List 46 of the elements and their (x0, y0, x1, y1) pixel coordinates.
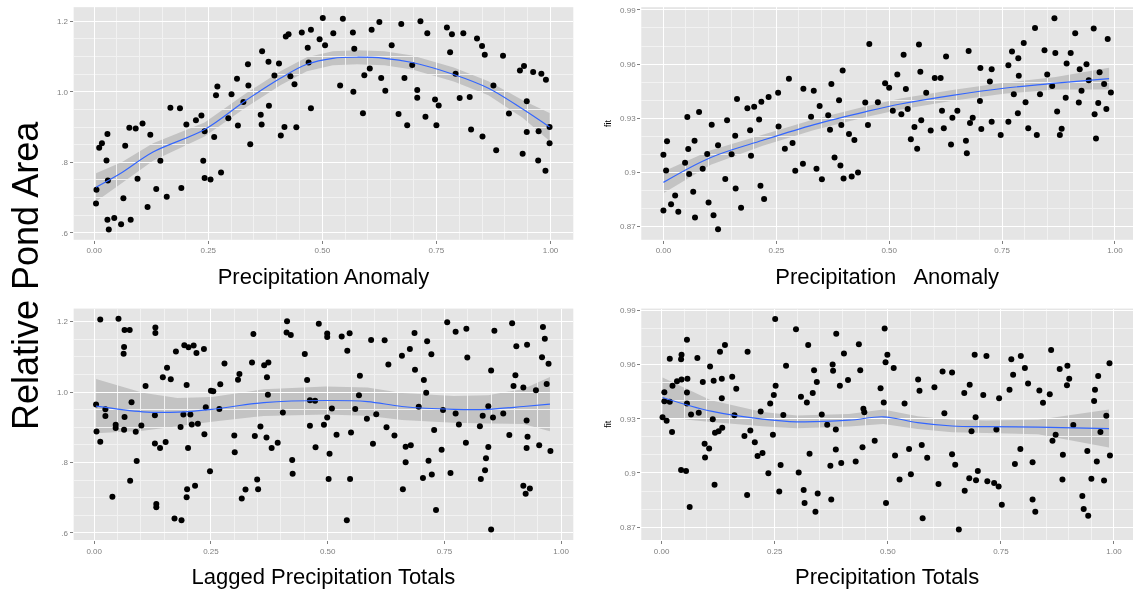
x-tick-label: 0.00 (86, 246, 103, 256)
line-series (662, 78, 1110, 183)
y-tick-label: 0.9 (624, 168, 637, 178)
y-tick-label: 0.93 (620, 114, 637, 124)
x-tick-label: 1.00 (1106, 546, 1123, 556)
y-tick-label: 0.87 (620, 222, 637, 232)
x-tick-label: 0.50 (880, 546, 897, 556)
y-axis-title: fit (603, 420, 614, 428)
x-axis-title: Lagged Precipitation Totals (191, 564, 456, 590)
x-tick-label: 1.00 (1107, 246, 1124, 256)
y-tick-label: 1.0 (56, 387, 69, 397)
y-tick-label: 0.93 (620, 414, 637, 424)
x-tick-label: 0.75 (994, 246, 1011, 256)
x-tick-label: 0.00 (655, 246, 672, 256)
y-tick-label: .8 (61, 458, 69, 468)
x-axis-title: Precipitation Anomaly (217, 264, 430, 290)
y-tick-label: 0.87 (620, 522, 637, 532)
x-axis-title: Precipitation Anomaly (775, 264, 1000, 290)
y-tick-label: 0.99 (620, 5, 637, 15)
y-tick-label: .6 (61, 528, 69, 538)
y-tick-label: .6 (61, 228, 69, 238)
x-axis-title: Precipitation Totals (795, 564, 980, 590)
y-tick-label: .8 (61, 158, 69, 168)
x-tick-label: 0.75 (993, 546, 1010, 556)
x-tick-label: 0.25 (200, 246, 217, 256)
y-tick-label: 0.99 (620, 306, 637, 316)
x-tick-label: 0.50 (881, 246, 898, 256)
y-tick-label: 1.2 (56, 317, 69, 327)
x-tick-label: 0.00 (86, 546, 103, 556)
y-tick-label: 0.96 (620, 360, 637, 370)
x-tick-label: 0.25 (203, 546, 220, 556)
x-tick-label: 0.50 (314, 246, 331, 256)
y-tick-label: 1.0 (56, 87, 69, 97)
x-tick-label: 1.00 (542, 246, 559, 256)
y-axis-title: fit (603, 119, 614, 127)
x-tick-label: 0.25 (768, 246, 785, 256)
y-tick-label: 0.96 (620, 59, 637, 69)
x-tick-label: 0.75 (436, 546, 453, 556)
x-tick-label: 1.00 (553, 546, 570, 556)
x-tick-label: 0.50 (319, 546, 337, 556)
x-tick-label: 0.75 (428, 246, 445, 256)
x-tick-label: 0.00 (653, 546, 670, 556)
y-axis-title: Relative Pond Area (4, 120, 46, 431)
x-tick-label: 0.25 (766, 546, 784, 556)
y-tick-label: 0.9 (624, 468, 637, 478)
y-tick-label: 1.2 (56, 17, 69, 27)
